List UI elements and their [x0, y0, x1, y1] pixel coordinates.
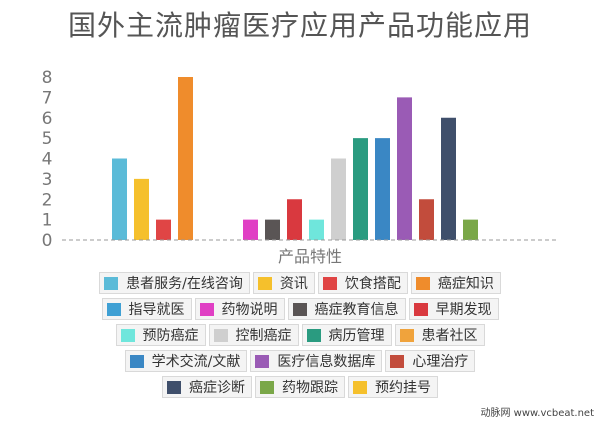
legend-label: 癌症知识 [437, 276, 494, 292]
legend-swatch [292, 302, 307, 316]
legend-swatch [415, 276, 430, 290]
legend-label: 癌症教育信息 [314, 302, 399, 318]
legend-swatch [413, 302, 428, 316]
y-tick-label: 5 [42, 129, 53, 149]
bars [112, 77, 478, 240]
legend-item[interactable]: 患者社区 [394, 324, 485, 346]
legend: 患者服务/在线咨询 资讯 饮食搭配 癌症知识指导就医 药物说明 癌症教育信息 早期发现预防癌… [30, 272, 570, 398]
legend-label: 预防癌症 [142, 328, 199, 344]
legend-item[interactable]: 心理治疗 [385, 350, 476, 372]
legend-label: 饮食搭配 [344, 276, 401, 292]
legend-item[interactable]: 指导就医 [101, 298, 192, 320]
legend-swatch [104, 276, 119, 290]
legend-swatch [399, 328, 414, 342]
bar-14 [397, 97, 412, 240]
bar-13 [375, 138, 390, 240]
legend-label: 患者社区 [421, 328, 478, 344]
legend-row: 预防癌症 控制癌症 病历管理 患者社区 [30, 324, 570, 346]
legend-label: 控制癌症 [235, 328, 292, 344]
legend-swatch [260, 380, 274, 394]
y-tick-label: 4 [42, 150, 53, 170]
legend-item[interactable]: 预约挂号 [348, 376, 438, 398]
legend-item[interactable]: 药物跟踪 [255, 376, 345, 398]
y-tick-label: 7 [42, 88, 53, 108]
legend-swatch [353, 380, 367, 394]
legend-item[interactable]: 控制癌症 [208, 324, 299, 346]
legend-item[interactable]: 癌症教育信息 [287, 298, 406, 320]
bar-15 [419, 199, 434, 240]
legend-item[interactable]: 癌症诊断 [162, 376, 252, 398]
legend-item[interactable]: 学术交流/文献 [124, 350, 248, 372]
legend-label: 心理治疗 [412, 354, 469, 370]
legend-row: 指导就医 药物说明 癌症教育信息 早期发现 [30, 298, 570, 320]
legend-swatch [199, 302, 214, 316]
legend-item[interactable]: 病历管理 [301, 324, 392, 346]
legend-label: 指导就医 [128, 302, 185, 318]
legend-swatch [167, 380, 181, 394]
y-tick-label: 6 [42, 109, 53, 129]
legend-label: 早期发现 [435, 302, 492, 318]
legend-item[interactable]: 癌症知识 [410, 272, 501, 294]
watermark: 动脉网 www.vcbeat.net [480, 408, 594, 419]
legend-swatch [390, 354, 405, 368]
legend-label: 资讯 [279, 276, 308, 292]
legend-item[interactable]: 预防癌症 [115, 324, 206, 346]
bar-8 [287, 199, 302, 240]
bar-11 [353, 138, 368, 240]
bar-7 [265, 219, 280, 240]
legend-label: 药物跟踪 [282, 380, 338, 396]
legend-swatch [322, 276, 337, 290]
bar-10 [331, 158, 346, 240]
legend-label: 学术交流/文献 [151, 354, 241, 370]
bar-16 [441, 117, 456, 240]
legend-swatch [306, 328, 321, 342]
legend-row: 患者服务/在线咨询 资讯 饮食搭配 癌症知识 [30, 272, 570, 294]
legend-label: 医疗信息数据库 [277, 354, 376, 370]
legend-item[interactable]: 医疗信息数据库 [250, 350, 383, 372]
legend-swatch [120, 328, 135, 342]
bar-4 [178, 77, 193, 240]
y-tick-label: 8 [42, 68, 53, 88]
legend-item[interactable]: 患者服务/在线咨询 [99, 272, 250, 294]
bar-6 [243, 219, 258, 240]
legend-row: 癌症诊断 药物跟踪 预约挂号 [30, 376, 570, 398]
bar-3 [156, 219, 171, 240]
legend-item[interactable]: 药物说明 [194, 298, 285, 320]
legend-item[interactable]: 饮食搭配 [317, 272, 408, 294]
bar-9 [309, 219, 324, 240]
bar-17 [463, 219, 478, 240]
legend-swatch [129, 354, 144, 368]
legend-swatch [257, 276, 272, 290]
legend-label: 癌症诊断 [189, 380, 245, 396]
y-tick-label: 3 [42, 170, 53, 190]
legend-swatch [106, 302, 121, 316]
legend-label: 药物说明 [221, 302, 278, 318]
legend-label: 患者服务/在线咨询 [126, 276, 243, 292]
legend-item[interactable]: 资讯 [252, 272, 315, 294]
y-tick-label: 0 [42, 231, 53, 251]
chart-title: 国外主流肿瘤医疗应用产品功能应用 [67, 9, 532, 42]
y-tick-label: 1 [42, 211, 53, 231]
bar-1 [112, 158, 127, 240]
legend-item[interactable]: 早期发现 [408, 298, 499, 320]
legend-swatch [255, 354, 270, 368]
legend-label: 预约挂号 [375, 380, 431, 396]
legend-label: 病历管理 [328, 328, 385, 344]
x-axis-label: 产品特性 [278, 247, 342, 266]
y-tick-label: 2 [42, 190, 53, 210]
legend-swatch [213, 328, 228, 342]
bar-2 [134, 178, 149, 240]
legend-row: 学术交流/文献 医疗信息数据库 心理治疗 [30, 350, 570, 372]
